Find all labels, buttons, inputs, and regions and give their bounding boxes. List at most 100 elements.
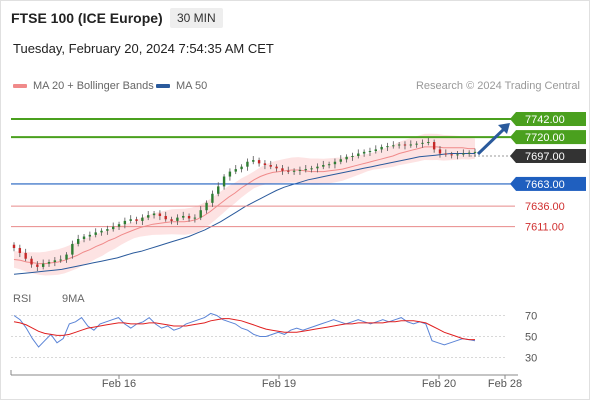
candle-body	[193, 217, 197, 219]
candle-body	[421, 142, 424, 144]
candle-body	[257, 160, 261, 164]
candle-body	[135, 219, 138, 221]
level-tag-label: 7697.00	[525, 151, 565, 163]
rsi-tick-label: 30	[525, 353, 537, 365]
candle-body	[374, 149, 377, 152]
candle-body	[217, 186, 220, 194]
candle-body	[211, 193, 214, 203]
level-tag-arrow	[510, 148, 516, 163]
level-label-support: 7611.00	[525, 222, 564, 234]
candle-body	[304, 169, 307, 171]
candle-body	[246, 161, 249, 167]
candle-body	[147, 215, 150, 218]
level-tag-label: 7663.00	[525, 179, 565, 191]
level-tag-resistance	[516, 130, 586, 145]
candle-body	[47, 261, 51, 264]
candle-body	[117, 224, 121, 227]
candle-body	[269, 165, 272, 167]
candle-body	[100, 230, 103, 233]
time-tick-label: Feb 20	[422, 378, 456, 390]
candle-body	[333, 161, 337, 165]
candle-body	[18, 248, 22, 253]
candle-body	[380, 146, 383, 150]
candle-body	[322, 165, 325, 167]
candle-body	[392, 145, 395, 147]
candle-body	[263, 163, 267, 166]
time-tick-label: Feb 28	[488, 378, 522, 390]
level-tag-arrow	[510, 176, 516, 191]
candle-body	[24, 252, 27, 259]
legend-ma20-label: MA 20 + Bollinger Bands	[33, 80, 154, 92]
candle-body	[88, 234, 92, 237]
candle-body	[59, 259, 62, 261]
candle-body	[357, 153, 360, 156]
candle-body	[275, 166, 278, 169]
instrument-title: FTSE 100 (ICE Europe)	[11, 10, 163, 26]
candle-body	[438, 149, 442, 154]
candle-body	[141, 217, 144, 221]
legend-ma50-label: MA 50	[176, 80, 208, 92]
legend-rsi-label: RSI	[13, 293, 32, 305]
candle-body	[351, 155, 354, 157]
rsi-tick-label: 50	[525, 332, 537, 344]
candle-body	[292, 170, 296, 172]
candle-body	[228, 171, 232, 177]
candle-body	[36, 264, 39, 267]
level-tag-arrow	[510, 112, 516, 127]
time-tick-label: Feb 16	[102, 378, 136, 390]
ma20-swatch-icon	[13, 84, 27, 89]
candle-body	[281, 168, 284, 171]
candle-body	[12, 244, 16, 249]
candle-body	[386, 146, 389, 148]
rsi-tick-label: 70	[525, 311, 537, 323]
candle-body	[234, 169, 237, 172]
candle-body	[222, 176, 226, 187]
candle-body	[444, 153, 448, 155]
level-tag-arrow	[510, 130, 516, 145]
level-tag-resistance	[516, 112, 586, 127]
legend-rsi: RSI	[13, 293, 31, 305]
legend-9ma: 9MA	[62, 293, 85, 305]
candle-body	[345, 156, 348, 160]
level-tag-label: 7720.00	[525, 132, 565, 144]
candle-body	[316, 166, 319, 169]
candle-body	[106, 229, 109, 231]
candle-body	[403, 144, 407, 146]
candle-body	[170, 219, 173, 221]
candle-body	[94, 232, 97, 235]
timeframe-badge[interactable]: 30 MIN	[170, 8, 223, 28]
candle-body	[415, 143, 418, 145]
candle-body	[53, 260, 57, 262]
candle-body	[473, 151, 477, 153]
candle-body	[397, 144, 401, 146]
candle-body	[129, 219, 132, 221]
candle-body	[82, 236, 86, 239]
candle-body	[427, 142, 430, 144]
ma9-line	[13, 318, 475, 341]
time-tick-label: Feb 19	[262, 378, 296, 390]
candle-body	[123, 220, 127, 225]
candle-body	[71, 243, 74, 255]
datetime-label: Tuesday, February 20, 2024 7:54:35 AM CE…	[13, 41, 274, 56]
candle-body	[41, 263, 45, 267]
level-label-support: 7636.00	[525, 201, 565, 213]
ma20-line	[13, 146, 475, 265]
candle-body	[298, 169, 302, 171]
level-tag-last	[516, 148, 586, 163]
candle-body	[327, 164, 331, 166]
candle-body	[187, 215, 191, 219]
legend-9ma-label: 9MA	[62, 293, 85, 305]
candle-body	[205, 202, 208, 211]
candle-body	[176, 217, 179, 221]
candle-body	[158, 213, 162, 216]
candle-body	[199, 210, 202, 218]
credit-label: Research © 2024 Trading Central	[415, 80, 580, 92]
candle-body	[450, 154, 453, 156]
level-tag-label: 7742.00	[525, 114, 565, 126]
candle-body	[65, 254, 68, 260]
candle-body	[112, 226, 115, 230]
forecast-arrow	[476, 126, 507, 156]
candle-body	[182, 215, 185, 218]
candle-body	[30, 258, 33, 265]
